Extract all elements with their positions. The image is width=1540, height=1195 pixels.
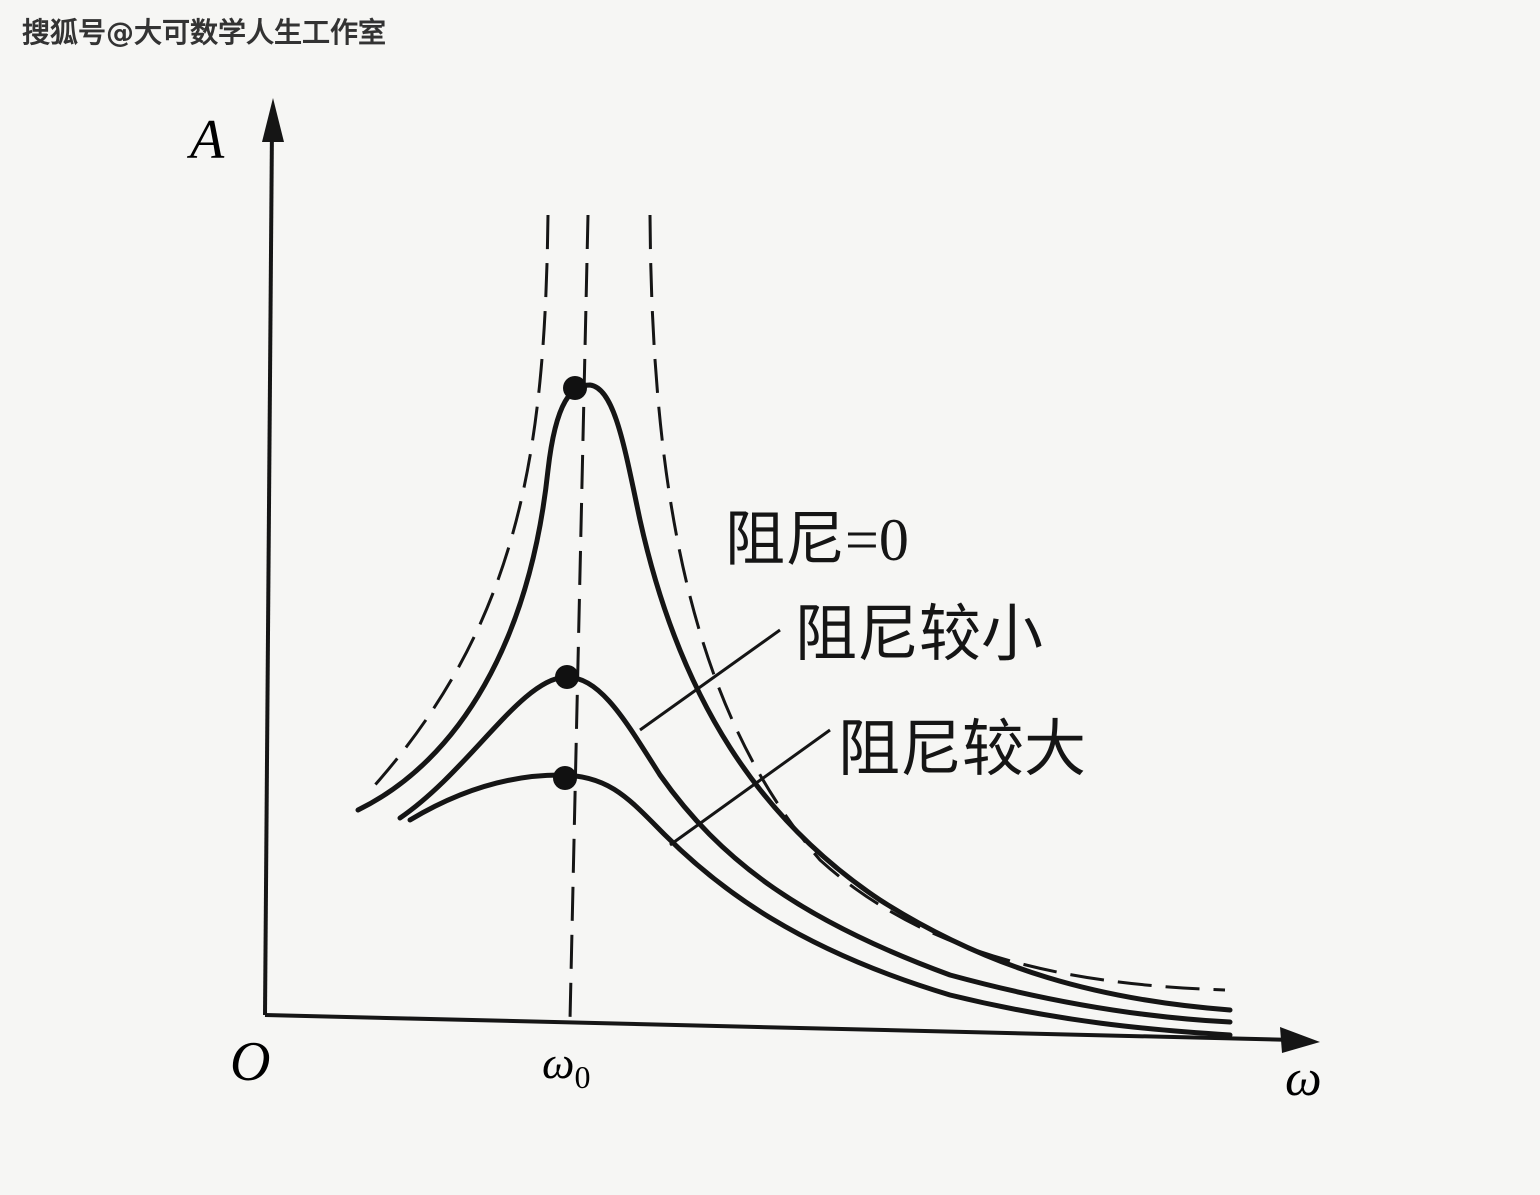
leader-line — [669, 728, 831, 847]
curve-label: 阻尼=0 — [725, 507, 909, 573]
resonance-symbol: ω — [542, 1037, 574, 1088]
peak-dot — [553, 766, 577, 790]
x-axis — [264, 1013, 1296, 1042]
peak-dot — [555, 665, 579, 689]
resonance-label: ω0 — [542, 1037, 590, 1095]
curve-label: 阻尼较小 — [795, 601, 1043, 669]
x-arrow — [1280, 1027, 1320, 1053]
y-label: A — [186, 109, 225, 171]
large-damping-curve — [407, 772, 1233, 1038]
small-damping-curve — [355, 382, 1233, 1013]
watermark: 搜狐号@大可数学人生工作室 — [22, 16, 386, 49]
y-axis — [263, 124, 274, 1016]
x-label: ω — [1285, 1050, 1322, 1107]
y-arrow — [262, 98, 284, 142]
origin-label: O — [230, 1031, 270, 1093]
zero-damping-left — [373, 214, 550, 786]
curve-label: 阻尼较大 — [838, 716, 1086, 784]
leader-line — [639, 628, 781, 732]
medium-damping-curve — [397, 674, 1233, 1025]
peak-dot — [563, 376, 587, 400]
resonance-subscript: 0 — [574, 1059, 590, 1095]
resonance-line — [568, 214, 590, 1021]
